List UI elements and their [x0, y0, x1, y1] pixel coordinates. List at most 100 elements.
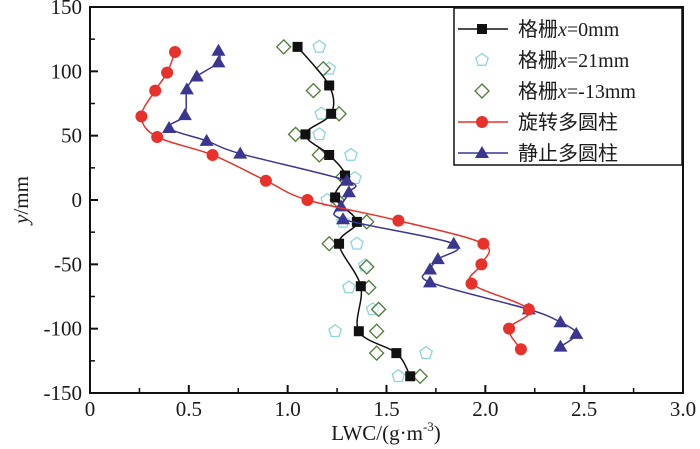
data-point-circle [135, 110, 148, 123]
series-circle [135, 46, 535, 356]
data-point-pentagon [341, 280, 356, 294]
data-point-triangle [211, 55, 226, 68]
data-point-pentagon [312, 39, 327, 53]
legend-marker-pentagon-icon [475, 52, 489, 66]
data-point-pentagon [391, 368, 406, 383]
data-point-circle [522, 303, 535, 316]
data-point-triangle [422, 275, 437, 288]
data-point-circle [168, 46, 181, 59]
data-point-square [353, 326, 364, 337]
data-point-circle [475, 258, 488, 271]
legend-marker-square-icon [477, 24, 487, 34]
legend-label-var: x [557, 19, 567, 41]
data-point-triangle [553, 315, 568, 328]
data-point-square [330, 192, 341, 203]
data-point-square [324, 149, 335, 160]
y-axis-title-unit: /mm [9, 176, 33, 215]
legend-label: 静止多圆柱 [518, 142, 618, 165]
y-tick-label: -150 [44, 381, 83, 405]
data-point-diamond [305, 82, 322, 99]
y-axis-title: y/mm [9, 176, 33, 226]
x-axis-title-main: LWC/(g·m [331, 421, 423, 445]
data-point-circle [477, 237, 490, 250]
legend-label-prefix: 格栅 [518, 80, 558, 103]
data-point-triangle [341, 185, 356, 198]
x-axis-title: LWC/(g·m-3) [331, 419, 441, 445]
data-point-triangle [553, 339, 568, 352]
data-point-diamond [287, 126, 304, 143]
data-point-triangle [162, 120, 177, 133]
data-point-pentagon [419, 345, 433, 360]
data-point-square [300, 129, 311, 140]
data-point-square [324, 80, 335, 91]
legend-marker-diamond-icon [474, 83, 490, 99]
data-point-triangle [177, 108, 192, 121]
data-point-circle [161, 66, 174, 79]
series-line [140, 51, 531, 350]
data-point-triangle [199, 133, 214, 146]
x-axis-title-close: ) [434, 421, 441, 445]
y-tick-label: 100 [51, 59, 83, 83]
data-point-triangle [336, 212, 351, 225]
series-line [167, 50, 578, 348]
data-point-triangle [446, 236, 461, 249]
x-tick-label: 3.0 [670, 397, 696, 421]
legend-item: 格栅x=-13mm [474, 80, 636, 103]
data-point-diamond [275, 38, 292, 55]
data-point-diamond [412, 368, 429, 385]
data-point-square [334, 238, 345, 249]
data-point-square [326, 108, 337, 119]
legend-item: 旋转多圆柱 [458, 111, 618, 134]
data-point-triangle [569, 326, 584, 339]
data-point-circle [301, 194, 314, 206]
data-point-pentagon [328, 323, 343, 338]
legend-label-prefix: 格栅 [518, 49, 558, 72]
data-point-triangle [339, 173, 354, 186]
x-tick-label: 0.5 [176, 397, 202, 421]
data-point-triangle [189, 69, 204, 82]
data-point-pentagon [349, 236, 364, 250]
series-square [292, 41, 416, 382]
data-point-triangle [211, 43, 226, 56]
y-tick-label: -50 [54, 252, 82, 276]
legend-label-suffix: =21mm [567, 50, 630, 72]
data-point-circle [392, 214, 405, 227]
data-point-circle [149, 84, 162, 97]
data-point-triangle [179, 82, 194, 95]
x-tick-label: 2.5 [571, 397, 597, 421]
data-point-diamond [321, 235, 338, 252]
legend-label: 格栅x=-13mm [518, 80, 636, 103]
legend-label: 旋转多圆柱 [518, 111, 618, 134]
data-point-circle [206, 148, 219, 161]
legend-label-suffix: =-13mm [567, 81, 636, 103]
x-tick-label: 2.0 [472, 397, 498, 421]
y-tick-label: 50 [61, 124, 82, 148]
legend-item: 格栅x=0mm [458, 18, 620, 41]
data-point-pentagon [343, 147, 358, 161]
data-point-circle [514, 343, 527, 356]
data-point-square [355, 281, 366, 292]
legend-item: 静止多圆柱 [458, 142, 618, 165]
data-point-pentagon [314, 106, 329, 120]
legend-label-prefix: 旋转多圆柱 [518, 111, 618, 134]
legend-marker-triangle-icon [475, 146, 489, 158]
y-tick-label: 150 [51, 0, 83, 19]
data-point-triangle [422, 262, 437, 275]
x-tick-label: 0 [85, 397, 96, 421]
legend-label-var: x [557, 81, 567, 103]
x-tick-label: 1.5 [373, 397, 399, 421]
series-layer [135, 38, 584, 385]
data-point-diamond [358, 258, 375, 275]
series-triangle [162, 43, 584, 352]
y-tick-label: 0 [72, 188, 83, 212]
x-tick-label: 1.0 [275, 397, 301, 421]
x-axis-title-sup: -3 [423, 419, 434, 434]
legend-label-prefix: 格栅 [518, 18, 558, 41]
data-point-square [292, 41, 303, 52]
legend-label-var: x [557, 50, 567, 72]
legend-label-prefix: 静止多圆柱 [518, 142, 618, 165]
series-diamond [275, 38, 429, 385]
data-point-circle [151, 130, 164, 143]
